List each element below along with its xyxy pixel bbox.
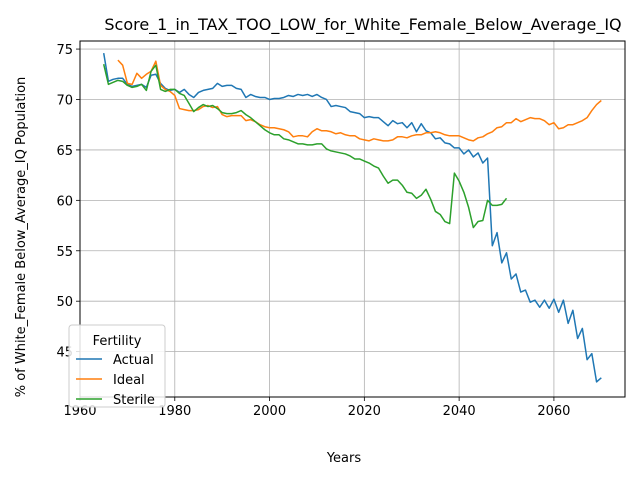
series-line-actual bbox=[102, 52, 602, 383]
y-tick-label: 55 bbox=[56, 245, 73, 260]
legend-label-ideal: Ideal bbox=[113, 373, 145, 388]
y-tick-label: 65 bbox=[56, 144, 73, 159]
chart-title: Score_1_in_TAX_TOO_LOW_for_White_Female_… bbox=[104, 15, 621, 35]
y-axis-title: % of White_Female Below_Average_IQ Popul… bbox=[14, 77, 29, 398]
y-tick-label: 60 bbox=[56, 194, 73, 209]
gridlines bbox=[79, 41, 625, 397]
series-line-ideal bbox=[117, 59, 602, 142]
y-tick-label: 70 bbox=[56, 93, 73, 108]
legend-label-actual: Actual bbox=[113, 353, 154, 368]
x-tick-label: 2020 bbox=[348, 404, 381, 419]
x-tick-label: 1960 bbox=[63, 404, 96, 419]
legend-label-sterile: Sterile bbox=[113, 393, 155, 408]
x-tick-label: 2000 bbox=[253, 404, 286, 419]
x-tick-label: 2060 bbox=[537, 404, 570, 419]
x-tick-label: 1980 bbox=[158, 404, 191, 419]
series-line-sterile bbox=[102, 64, 508, 229]
legend-entries: Actual Ideal Sterile bbox=[76, 353, 155, 408]
x-axis-title: Years bbox=[326, 451, 362, 466]
legend-box bbox=[68, 324, 166, 408]
y-tick-label: 75 bbox=[56, 43, 73, 58]
legend-title: Fertility bbox=[93, 334, 142, 349]
plot-frame bbox=[79, 40, 626, 398]
legend: Fertility Actual Ideal Sterile bbox=[68, 324, 166, 408]
series-lines bbox=[102, 52, 602, 383]
x-tick-label: 2040 bbox=[443, 404, 476, 419]
y-tick-label: 50 bbox=[56, 295, 73, 310]
